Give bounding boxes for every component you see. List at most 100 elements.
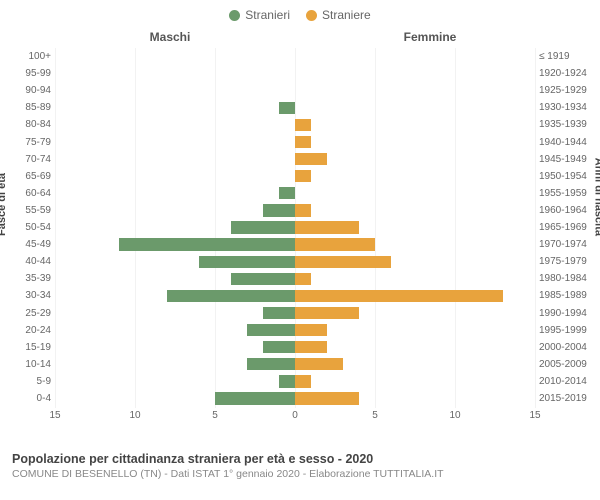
footer: Popolazione per cittadinanza straniera p… xyxy=(0,446,600,480)
bar-female xyxy=(295,273,311,285)
age-label: 15-19 xyxy=(7,342,51,353)
pyramid-row: 70-741945-1949 xyxy=(55,151,535,168)
birth-year-label: 1935-1939 xyxy=(539,119,595,130)
birth-year-label: 1930-1934 xyxy=(539,102,595,113)
age-label: 30-34 xyxy=(7,290,51,301)
header-male: Maschi xyxy=(0,30,300,44)
bar-male xyxy=(247,358,295,370)
pyramid-row: 5-92010-2014 xyxy=(55,373,535,390)
pyramid-row: 10-142005-2009 xyxy=(55,356,535,373)
x-tick-label: 5 xyxy=(372,410,378,421)
pyramid-row: 20-241995-1999 xyxy=(55,322,535,339)
legend-item-male: Stranieri xyxy=(229,8,290,22)
bar-male xyxy=(279,375,295,387)
age-label: 35-39 xyxy=(7,273,51,284)
pyramid-row: 85-891930-1934 xyxy=(55,99,535,116)
legend-swatch-female xyxy=(306,10,317,21)
pyramid-row: 45-491970-1974 xyxy=(55,236,535,253)
legend-swatch-male xyxy=(229,10,240,21)
age-label: 5-9 xyxy=(7,376,51,387)
birth-year-label: 1980-1984 xyxy=(539,273,595,284)
bar-female xyxy=(295,324,327,336)
bar-male xyxy=(167,290,295,302)
side-headers: Maschi Femmine xyxy=(0,30,600,44)
legend-label-male: Stranieri xyxy=(245,8,290,22)
age-label: 50-54 xyxy=(7,222,51,233)
pyramid-row: 60-641955-1959 xyxy=(55,185,535,202)
chart-area: Fasce di età Anni di nascita Maschi Femm… xyxy=(0,26,600,446)
pyramid-row: 90-941925-1929 xyxy=(55,82,535,99)
bar-female xyxy=(295,392,359,404)
age-label: 25-29 xyxy=(7,308,51,319)
bar-female xyxy=(295,256,391,268)
age-label: 20-24 xyxy=(7,325,51,336)
x-tick-label: 10 xyxy=(129,410,140,421)
bar-male xyxy=(215,392,295,404)
birth-year-label: 1920-1924 xyxy=(539,68,595,79)
bar-male xyxy=(199,256,295,268)
x-tick-label: 10 xyxy=(449,410,460,421)
birth-year-label: 1925-1929 xyxy=(539,85,595,96)
birth-year-label: 1960-1964 xyxy=(539,205,595,216)
age-label: 75-79 xyxy=(7,137,51,148)
birth-year-label: 2005-2009 xyxy=(539,359,595,370)
bar-male xyxy=(231,273,295,285)
age-label: 95-99 xyxy=(7,68,51,79)
age-label: 70-74 xyxy=(7,154,51,165)
x-axis-ticks: 15105051015 xyxy=(55,410,535,424)
bar-male xyxy=(247,324,295,336)
legend: Stranieri Straniere xyxy=(0,0,600,26)
birth-year-label: 1975-1979 xyxy=(539,256,595,267)
bar-male xyxy=(231,221,295,233)
bar-male xyxy=(263,204,295,216)
bar-female xyxy=(295,170,311,182)
x-tick-label: 0 xyxy=(292,410,298,421)
birth-year-label: 2015-2019 xyxy=(539,393,595,404)
pyramid-row: 100+≤ 1919 xyxy=(55,48,535,65)
bar-female xyxy=(295,221,359,233)
bar-female xyxy=(295,238,375,250)
age-label: 80-84 xyxy=(7,119,51,130)
birth-year-label: 1990-1994 xyxy=(539,308,595,319)
age-label: 100+ xyxy=(7,51,51,62)
age-label: 40-44 xyxy=(7,256,51,267)
birth-year-label: 1995-1999 xyxy=(539,325,595,336)
bar-male xyxy=(279,102,295,114)
age-label: 90-94 xyxy=(7,85,51,96)
birth-year-label: 1945-1949 xyxy=(539,154,595,165)
birth-year-label: 1965-1969 xyxy=(539,222,595,233)
bar-male xyxy=(119,238,295,250)
birth-year-label: ≤ 1919 xyxy=(539,51,595,62)
plot: 15105051015 100+≤ 191995-991920-192490-9… xyxy=(55,48,535,408)
age-label: 60-64 xyxy=(7,188,51,199)
birth-year-label: 1955-1959 xyxy=(539,188,595,199)
pyramid-row: 0-42015-2019 xyxy=(55,390,535,407)
bar-female xyxy=(295,358,343,370)
pyramid-row: 65-691950-1954 xyxy=(55,168,535,185)
pyramid-row: 15-192000-2004 xyxy=(55,339,535,356)
birth-year-label: 2000-2004 xyxy=(539,342,595,353)
age-label: 0-4 xyxy=(7,393,51,404)
pyramid-row: 55-591960-1964 xyxy=(55,202,535,219)
bar-female xyxy=(295,341,327,353)
x-tick-label: 5 xyxy=(212,410,218,421)
pyramid-row: 50-541965-1969 xyxy=(55,219,535,236)
legend-item-female: Straniere xyxy=(306,8,371,22)
birth-year-label: 2010-2014 xyxy=(539,376,595,387)
bar-female xyxy=(295,204,311,216)
birth-year-label: 1950-1954 xyxy=(539,171,595,182)
legend-label-female: Straniere xyxy=(322,8,371,22)
birth-year-label: 1985-1989 xyxy=(539,290,595,301)
bar-female xyxy=(295,307,359,319)
pyramid-row: 25-291990-1994 xyxy=(55,305,535,322)
pyramid-row: 80-841935-1939 xyxy=(55,116,535,133)
pyramid-row: 35-391980-1984 xyxy=(55,270,535,287)
pyramid-row: 40-441975-1979 xyxy=(55,253,535,270)
age-label: 10-14 xyxy=(7,359,51,370)
bar-female xyxy=(295,290,503,302)
birth-year-label: 1970-1974 xyxy=(539,239,595,250)
bar-male xyxy=(263,307,295,319)
bar-female xyxy=(295,119,311,131)
age-label: 45-49 xyxy=(7,239,51,250)
bar-female xyxy=(295,136,311,148)
